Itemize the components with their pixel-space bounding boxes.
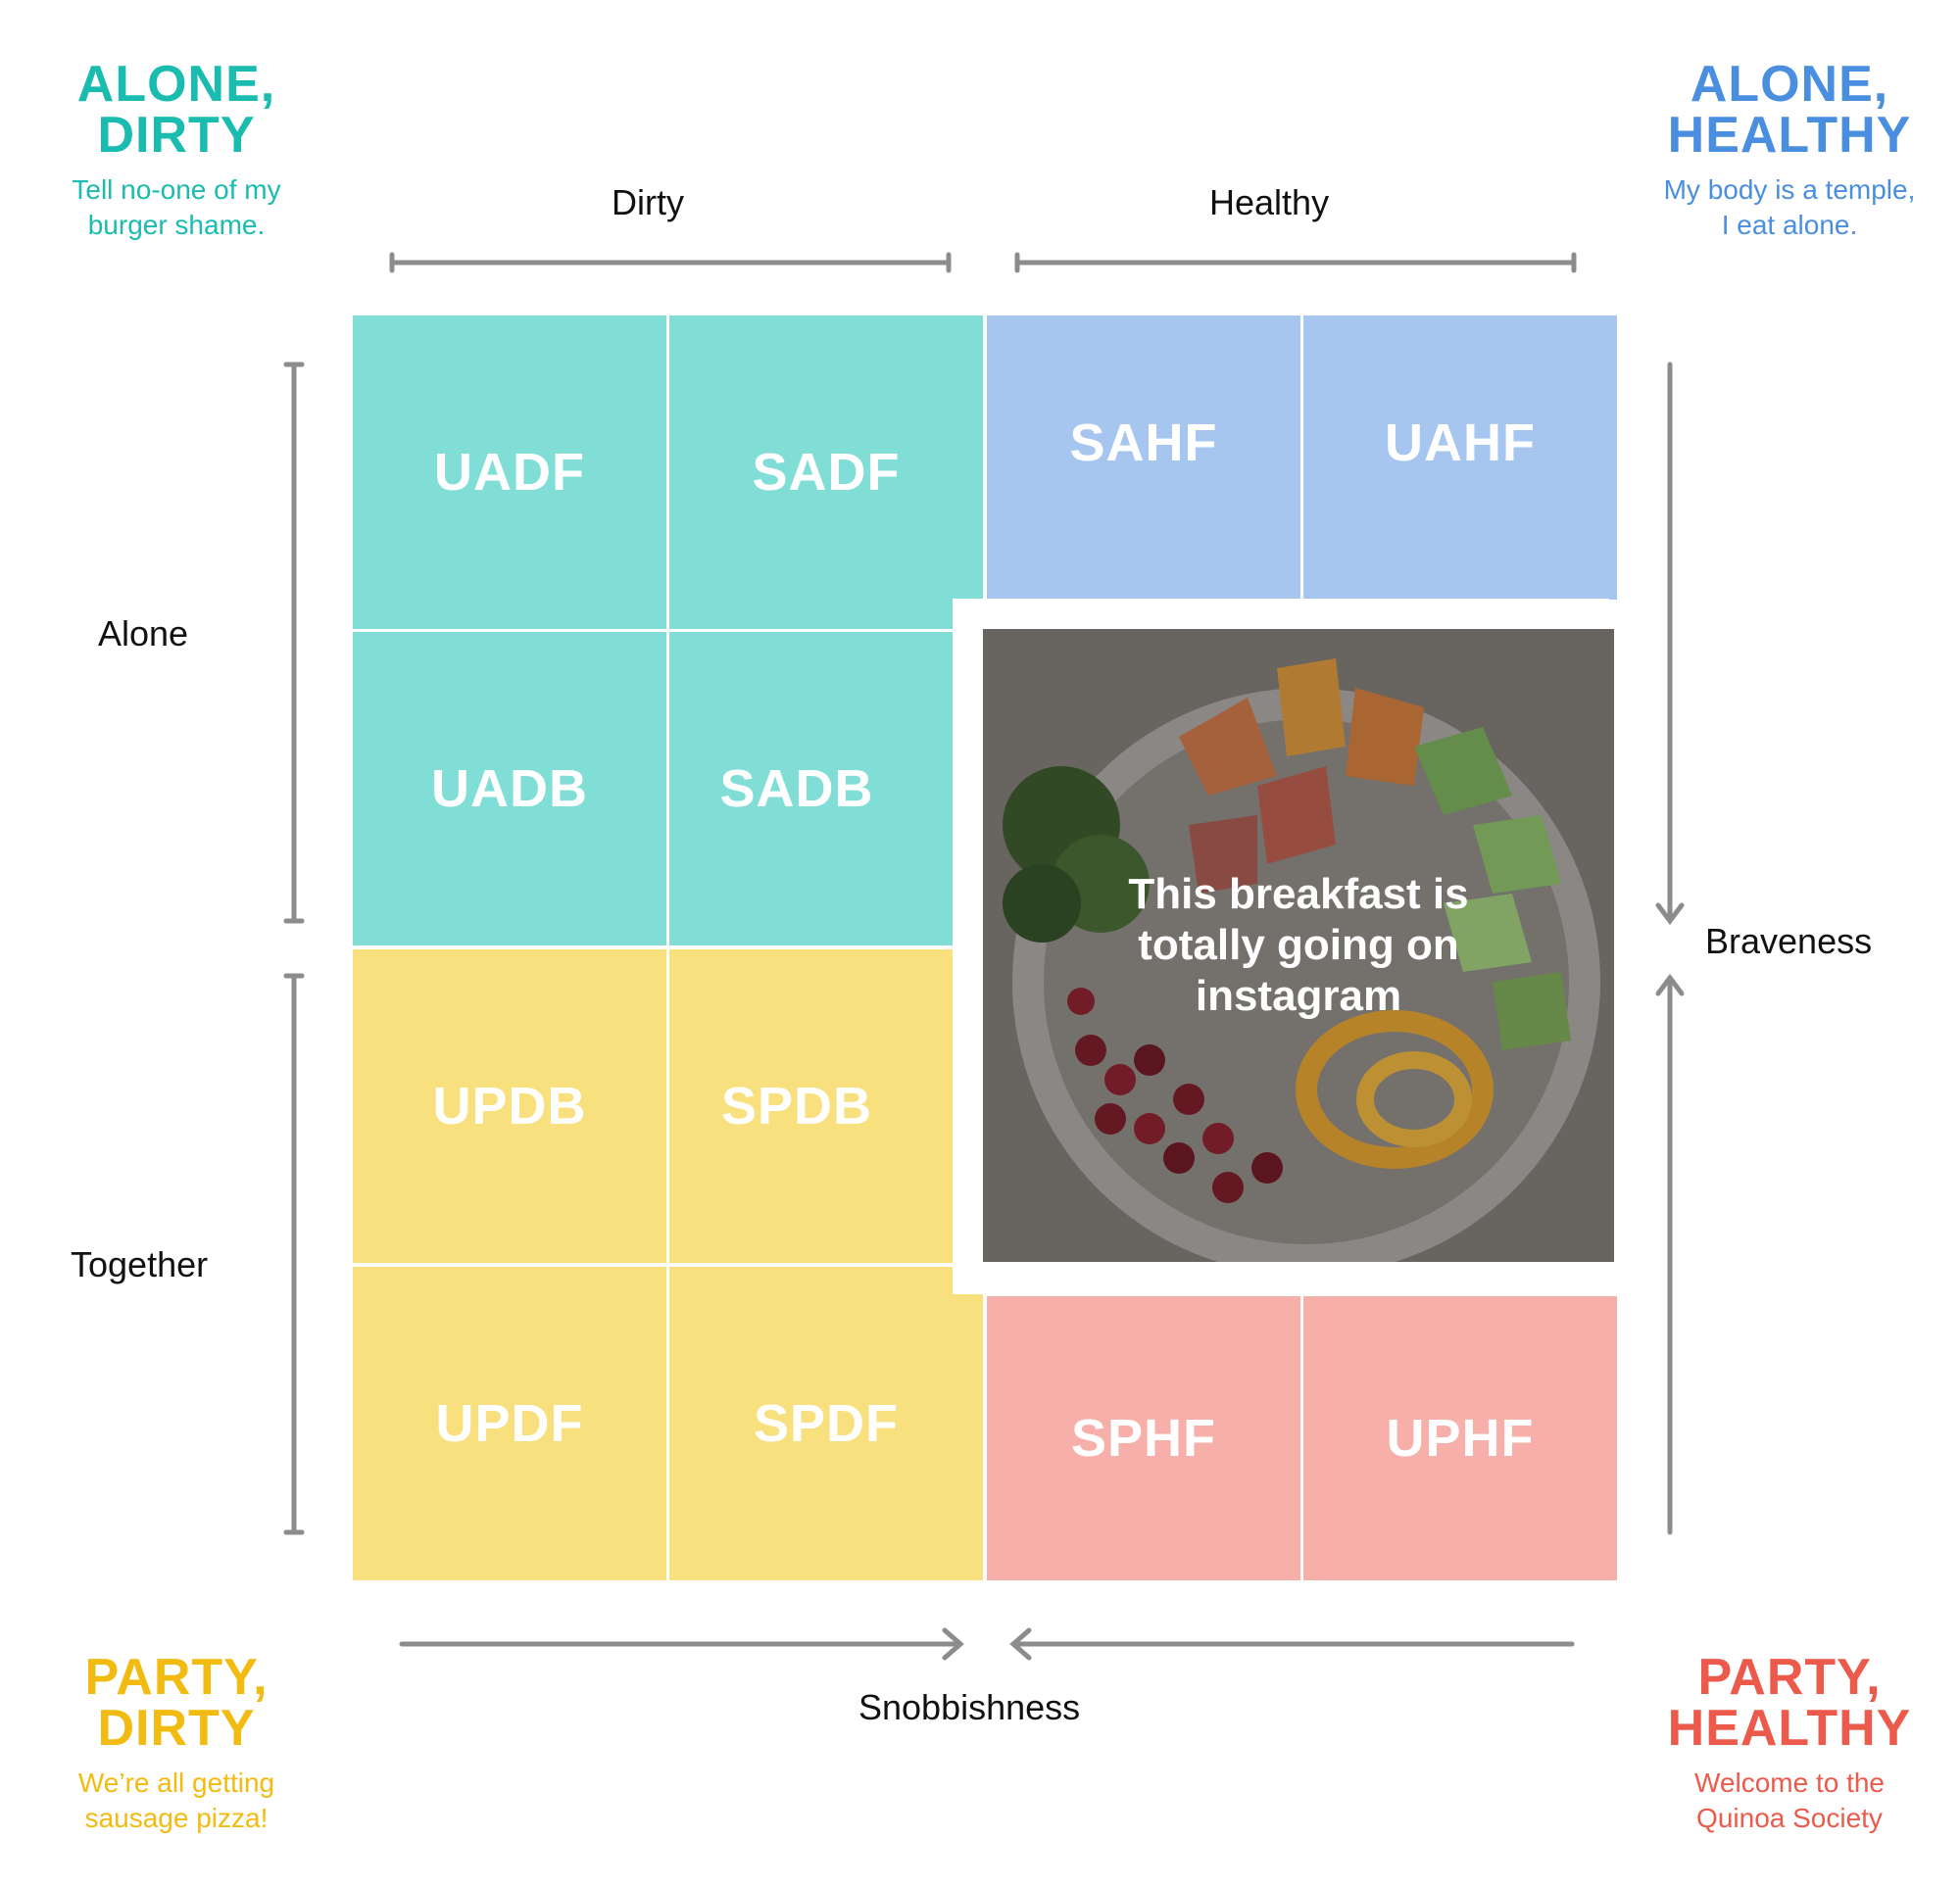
corner-subtitle: My body is a temple, I eat alone. [1663, 174, 1916, 240]
cell-uahf: UAHF [1303, 315, 1617, 600]
cell-uadb: UADB [353, 632, 666, 945]
corner-party-dirty: PARTY, DIRTY We’re all getting sausage piz… [20, 1652, 333, 1836]
axis-label-healthy: Healthy [1209, 182, 1330, 222]
axis-label-braveness: Braveness [1705, 921, 1873, 961]
cell-sadb: SADB [669, 632, 954, 945]
corner-subtitle: Tell no-one of my burger shame. [72, 174, 281, 240]
cell-spdb: SPDB [669, 949, 954, 1263]
food-bowl-icon [983, 629, 1614, 1262]
cell-sphf: SPHF [987, 1296, 1300, 1580]
axis-label-together: Together [71, 1244, 209, 1284]
corner-subtitle: Welcome to the Quinoa Society [1693, 1767, 1886, 1833]
photo-caption: This breakfast is totally going on insta… [1128, 870, 1469, 1020]
cell-uphf: UPHF [1303, 1296, 1617, 1580]
cell-uadf: UADF [353, 315, 666, 629]
axis-label-snobbishness: Snobbishness [858, 1687, 1081, 1727]
corner-title: ALONE, HEALTHY [1667, 56, 1912, 164]
cell-updf: UPDF [353, 1267, 666, 1580]
corner-alone-dirty: ALONE, DIRTY Tell no-one of my burger sham… [20, 59, 333, 243]
cell-sahf: SAHF [987, 315, 1300, 600]
corner-title: PARTY, DIRTY [84, 1649, 269, 1757]
corner-title: ALONE, DIRTY [76, 56, 276, 164]
corner-title: PARTY, HEALTHY [1667, 1649, 1912, 1757]
corner-subtitle: We’re all getting sausage pizza! [77, 1767, 275, 1833]
cell-spdf: SPDF [669, 1267, 983, 1580]
cell-updb: UPDB [353, 949, 666, 1263]
corner-party-healthy: PARTY, HEALTHY Welcome to the Quinoa Socie… [1633, 1652, 1946, 1836]
food-bowl-photo: This breakfast is totally going on insta… [983, 629, 1614, 1262]
cell-sadf: SADF [669, 315, 983, 629]
corner-alone-healthy: ALONE, HEALTHY My body is a temple, I eat … [1633, 59, 1946, 243]
axis-label-dirty: Dirty [612, 182, 684, 222]
axis-label-alone: Alone [98, 613, 189, 653]
